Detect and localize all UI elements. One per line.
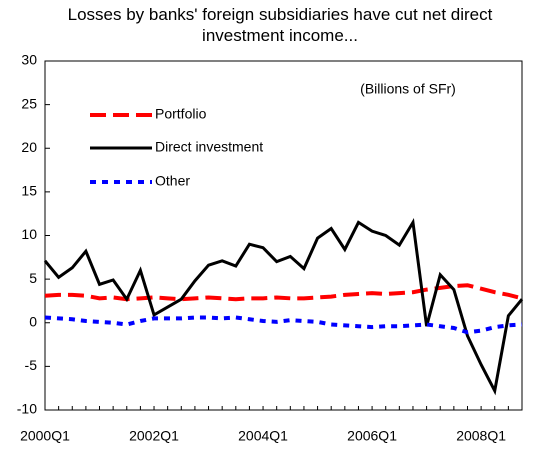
y-tick-label: 10 bbox=[21, 226, 37, 242]
y-tick-label: 30 bbox=[21, 52, 37, 68]
series-line bbox=[44, 315, 523, 335]
x-tick-label: 2002Q1 bbox=[129, 428, 179, 444]
series-line bbox=[44, 283, 523, 302]
y-tick-label: 25 bbox=[21, 95, 37, 111]
y-tick-label: 5 bbox=[29, 270, 37, 286]
y-tick-label: 15 bbox=[21, 183, 37, 199]
x-tick-label: 2008Q1 bbox=[456, 428, 506, 444]
x-tick-label: 2000Q1 bbox=[20, 428, 70, 444]
x-tick-label: 2004Q1 bbox=[238, 428, 288, 444]
x-tick-label: 2006Q1 bbox=[347, 428, 397, 444]
y-tick-label: -5 bbox=[25, 357, 38, 373]
y-tick-label: 0 bbox=[29, 313, 37, 329]
y-tick-label: 20 bbox=[21, 139, 37, 155]
series-line bbox=[43, 217, 524, 396]
y-tick-label: -10 bbox=[17, 401, 37, 417]
annotation: (Billions of SFr) bbox=[360, 81, 456, 97]
legend-label: Other bbox=[155, 173, 190, 189]
legend-label: Direct investment bbox=[155, 139, 263, 155]
chart-title: Losses by banks' foreign subsidiaries ha… bbox=[67, 5, 493, 45]
legend-label: Portfolio bbox=[155, 106, 207, 122]
